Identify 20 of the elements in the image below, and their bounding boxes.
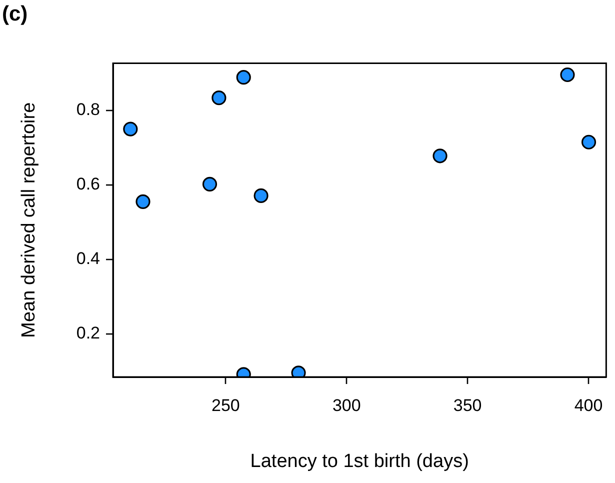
point bbox=[236, 70, 251, 85]
x-axis-title: Latency to 1st birth (days) bbox=[250, 450, 469, 472]
chart-title: (c) bbox=[2, 2, 28, 26]
point bbox=[212, 90, 226, 106]
y-tick-label: 0.4 bbox=[76, 249, 100, 268]
point bbox=[123, 122, 138, 136]
point bbox=[202, 176, 218, 192]
point bbox=[560, 67, 575, 82]
point bbox=[581, 134, 596, 150]
y-tick-label: 0.6 bbox=[76, 174, 100, 194]
point bbox=[432, 148, 448, 164]
x-tick-label: 350 bbox=[453, 396, 482, 415]
x-tick-label: 400 bbox=[574, 396, 603, 415]
y-tick-label: 0.2 bbox=[76, 324, 100, 343]
y-tick-label: 0.8 bbox=[76, 100, 100, 120]
point bbox=[136, 194, 150, 209]
x-tick-label: 250 bbox=[212, 396, 240, 415]
x-tick-label: 300 bbox=[332, 396, 361, 415]
point bbox=[254, 188, 268, 204]
y-axis-title: Mean derived call repertoire bbox=[18, 102, 40, 338]
